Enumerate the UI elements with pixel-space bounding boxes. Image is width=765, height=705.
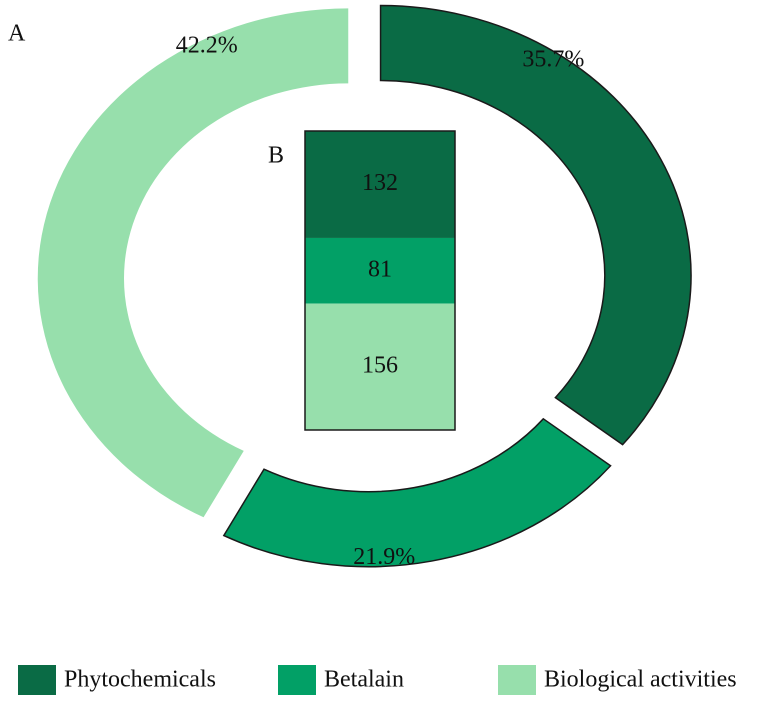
value-label: 42.2% [176,33,238,59]
legend-label: Biological activities [544,667,737,693]
legend-label: Betalain [324,667,404,693]
legend-swatch [498,665,536,695]
bar-segment [305,131,455,238]
value-label: 21.9% [353,544,415,570]
panel-label: B [268,143,284,169]
donut-segment [37,8,349,518]
bar-segment [305,237,455,304]
donut-segment [222,417,612,568]
legend-label: Phytochemicals [64,667,216,693]
bar-outline [304,130,456,431]
panel-label: A [8,21,26,47]
value-label: 132 [362,170,398,196]
legend-swatch [18,665,56,695]
value-label: 35.7% [522,46,584,72]
bar-segment [305,303,455,430]
donut-segment [379,4,692,446]
value-label: 81 [368,256,392,282]
value-label: 156 [362,352,398,378]
legend-swatch [278,665,316,695]
